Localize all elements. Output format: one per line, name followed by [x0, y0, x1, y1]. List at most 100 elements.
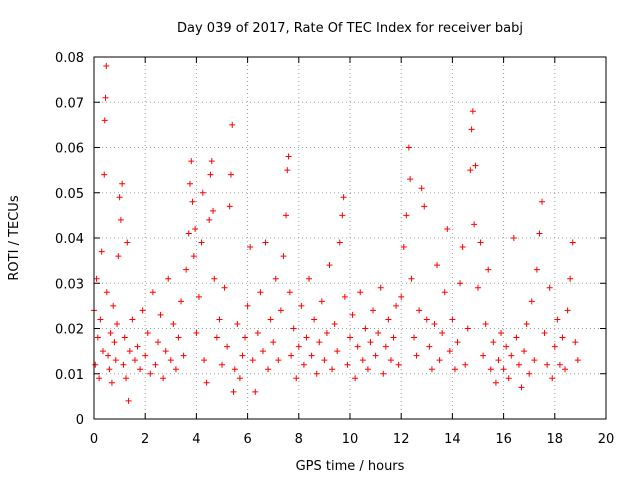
x-tick-label: 10 — [342, 432, 359, 447]
data-point — [96, 375, 103, 382]
data-point — [201, 357, 208, 364]
data-point — [336, 239, 343, 246]
data-point — [539, 198, 545, 205]
data-point — [211, 275, 218, 282]
data-point — [340, 194, 347, 201]
x-tick-label: 6 — [243, 432, 251, 447]
data-point — [306, 275, 313, 282]
data-point — [329, 366, 336, 373]
data-point — [244, 302, 251, 309]
data-point — [498, 330, 505, 337]
data-point — [318, 298, 325, 305]
data-point — [567, 275, 574, 282]
data-point — [477, 239, 484, 246]
data-point — [234, 320, 241, 327]
data-point — [569, 239, 576, 246]
data-point — [160, 375, 167, 382]
data-point — [107, 330, 114, 337]
data-point — [510, 235, 517, 241]
data-point — [101, 117, 108, 124]
data-point — [428, 366, 435, 373]
data-point — [482, 320, 489, 327]
data-point — [480, 352, 487, 359]
data-point — [189, 198, 196, 205]
data-point — [359, 357, 366, 364]
data-point — [295, 343, 302, 350]
data-point — [515, 361, 522, 368]
data-point — [370, 307, 377, 314]
y-tick-label: 0.08 — [55, 51, 84, 66]
data-point — [285, 153, 292, 160]
data-point — [155, 339, 161, 346]
data-point — [574, 357, 581, 364]
data-point — [544, 361, 551, 368]
data-point — [216, 316, 223, 323]
data-point — [195, 293, 202, 300]
data-point — [105, 352, 112, 359]
data-point — [125, 397, 132, 404]
data-point — [92, 361, 99, 368]
data-point — [247, 244, 254, 251]
data-point — [554, 316, 561, 323]
data-point — [408, 275, 415, 282]
x-tick-label: 14 — [444, 432, 461, 447]
data-point — [457, 280, 464, 287]
y-tick-label: 0.04 — [55, 232, 84, 247]
y-tick-label: 0.06 — [55, 142, 84, 157]
data-point — [536, 230, 543, 237]
data-point — [293, 375, 300, 382]
data-point — [492, 379, 499, 386]
data-point — [362, 325, 369, 332]
x-tick-label: 0 — [90, 432, 98, 447]
data-point — [454, 339, 461, 346]
data-point — [108, 379, 115, 386]
data-point — [183, 266, 190, 273]
data-point — [165, 275, 172, 282]
y-tick-label: 0.07 — [55, 96, 84, 111]
data-point — [180, 352, 187, 359]
data-point — [503, 343, 510, 350]
data-point — [115, 253, 122, 260]
data-point — [126, 348, 133, 355]
data-point — [559, 334, 566, 341]
data-point — [462, 361, 469, 368]
data-point — [147, 370, 154, 377]
data-point — [323, 330, 330, 337]
data-point — [185, 230, 192, 237]
grid-lines — [94, 57, 606, 419]
data-point — [167, 357, 174, 364]
data-point — [513, 334, 520, 341]
data-point — [239, 352, 246, 359]
data-point — [308, 352, 315, 359]
data-point — [265, 366, 272, 373]
data-point — [321, 357, 328, 364]
data-point — [431, 320, 438, 327]
data-point — [354, 343, 361, 350]
data-point — [242, 334, 249, 341]
data-point — [387, 357, 394, 364]
data-point — [367, 339, 374, 346]
data-point — [344, 361, 351, 368]
data-point — [106, 366, 113, 373]
data-point — [275, 357, 282, 364]
data-point — [352, 375, 359, 382]
data-point — [252, 388, 259, 395]
data-point — [407, 176, 414, 183]
data-point — [449, 316, 456, 323]
x-tick-label: 4 — [192, 432, 200, 447]
data-point — [116, 194, 123, 201]
data-point — [549, 375, 556, 382]
data-point — [446, 348, 453, 355]
data-point — [193, 330, 200, 337]
data-point — [541, 330, 548, 337]
data-point — [187, 180, 193, 187]
data-point — [334, 348, 341, 355]
data-point — [531, 357, 538, 364]
data-point — [210, 207, 217, 214]
data-point — [375, 330, 382, 337]
data-point — [313, 370, 320, 377]
data-point — [398, 293, 405, 300]
data-point — [162, 348, 169, 355]
data-point — [103, 63, 110, 70]
data-point — [564, 307, 571, 314]
